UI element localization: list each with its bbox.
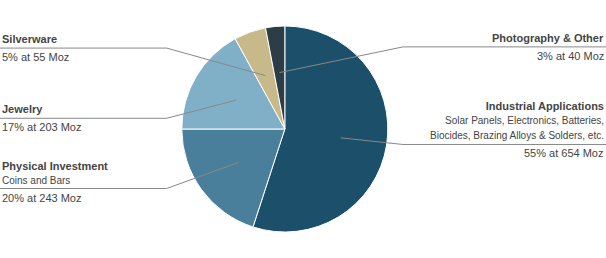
svg-text:55% at 654 Moz: 55% at 654 Moz (524, 147, 604, 159)
svg-text:3% at 40 Moz: 3% at 40 Moz (537, 50, 604, 62)
svg-text:20% at 243 Moz: 20% at 243 Moz (2, 192, 82, 204)
svg-text:Jewelry: Jewelry (2, 103, 43, 115)
svg-text:5% at 55 Moz: 5% at 55 Moz (2, 51, 69, 63)
svg-text:Silverware: Silverware (2, 33, 57, 45)
svg-text:17% at 203 Moz: 17% at 203 Moz (2, 121, 82, 133)
svg-text:Physical InvestmentCoins and B: Physical InvestmentCoins and Bars (2, 160, 108, 186)
svg-text:Industrial ApplicationsSolar P: Industrial ApplicationsSolar Panels, Ele… (430, 100, 604, 141)
svg-text:Photography & Other: Photography & Other (492, 32, 604, 44)
